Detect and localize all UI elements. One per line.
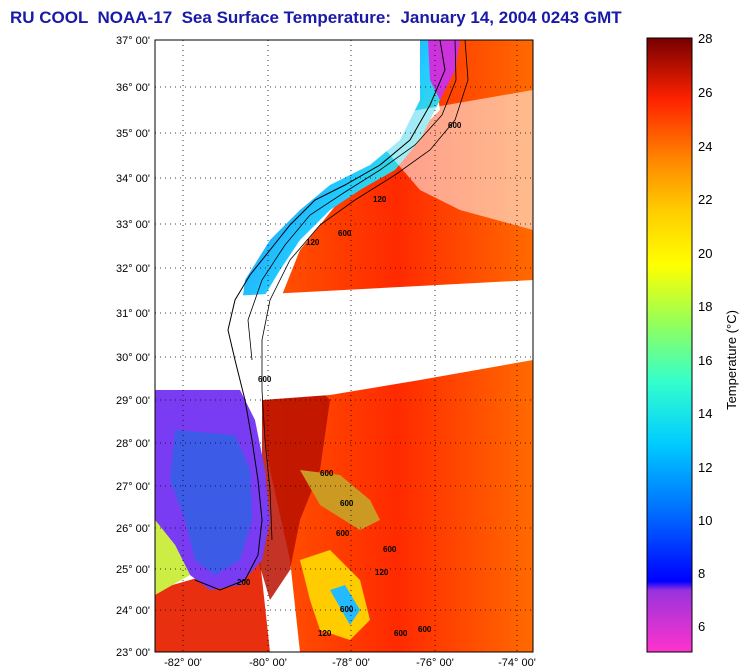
lat-tick-label: 32° 00' <box>116 263 150 275</box>
bahamas-shallow <box>330 585 360 625</box>
sst-image <box>155 40 533 652</box>
colorbar-ticks: 28 26 24 22 20 18 16 14 12 10 8 6 <box>698 31 712 634</box>
isobath-label: 120 <box>318 629 332 638</box>
isobath-label: 600 <box>418 625 432 634</box>
lat-tick-label: 29° 00' <box>116 395 150 407</box>
lon-tick-label: -76° 00' <box>416 657 454 669</box>
lat-tick-label: 27° 00' <box>116 481 150 493</box>
cloud-band <box>155 280 533 400</box>
isobath-label: 120 <box>375 568 389 577</box>
lon-tick-label: -80° 00' <box>249 657 287 669</box>
northern-clouds <box>360 90 533 230</box>
coastline <box>194 40 446 591</box>
isobath-label: 200 <box>237 578 251 587</box>
colorbar-tick-label: 14 <box>698 406 712 421</box>
map-title: RU COOL NOAA-17 Sea Surface Temperature:… <box>10 8 622 27</box>
graticule <box>155 40 533 652</box>
isobath-label: 120 <box>306 238 320 247</box>
lon-tick-label: -78° 00' <box>332 657 370 669</box>
colorbar <box>646 37 693 653</box>
isobath-label: 600 <box>340 605 354 614</box>
lat-tick-label: 34° 00' <box>116 173 150 185</box>
lat-tick-label: 30° 00' <box>116 352 150 364</box>
colorbar-tick-label: 10 <box>698 513 712 528</box>
isobath-label: 120 <box>373 195 387 204</box>
lat-tick-label: 23° 00' <box>116 647 150 659</box>
isobath-label: 600 <box>394 629 408 638</box>
lat-tick-label: 26° 00' <box>116 523 150 535</box>
colorbar-tick-label: 28 <box>698 31 712 46</box>
isobath-120 <box>247 40 457 361</box>
colorbar-tick-label: 6 <box>698 619 705 634</box>
lat-tick-label: 31° 00' <box>116 308 150 320</box>
lat-tick-label: 36° 00' <box>116 82 150 94</box>
lat-tick-label: 24° 00' <box>116 605 150 617</box>
lon-tick-label: -74° 00' <box>498 657 536 669</box>
lat-tick-label: 33° 00' <box>116 219 150 231</box>
colorbar-tick-label: 16 <box>698 353 712 368</box>
isobath-label: 600 <box>320 469 334 478</box>
map-frame <box>154 39 534 653</box>
bahamas-bank-north <box>300 470 380 530</box>
lat-tick-label: 28° 00' <box>116 438 150 450</box>
isobath-label: 600 <box>338 229 352 238</box>
isobath-label: 600 <box>336 529 350 538</box>
colorbar-tick-label: 26 <box>698 85 712 100</box>
isobath-label: 600 <box>383 545 397 554</box>
colorbar-tick-label: 12 <box>698 460 712 475</box>
lat-tick-label: 35° 00' <box>116 128 150 140</box>
isobath-label: 600 <box>340 499 354 508</box>
longitude-axis: -82° 00' -80° 00' -78° 00' -76° 00' -74°… <box>164 657 536 669</box>
latitude-axis: 37° 00' 36° 00' 35° 00' 34° 00' 33° 00' … <box>116 35 150 659</box>
colorbar-tick-label: 24 <box>698 139 712 154</box>
lat-tick-label: 37° 00' <box>116 35 150 47</box>
colorbar-tick-label: 8 <box>698 566 705 581</box>
colorbar-tick-label: 22 <box>698 192 712 207</box>
isobath-labels: 600 120 600 120 600 600 600 600 120 200 … <box>237 121 462 638</box>
isobath-600 <box>261 40 469 541</box>
colorbar-tick-label: 20 <box>698 246 712 261</box>
colorbar-label: Temperature (°C) <box>724 310 739 410</box>
gulf-stream-core <box>258 370 330 600</box>
lon-tick-label: -82° 00' <box>164 657 202 669</box>
isobath-label: 600 <box>448 121 462 130</box>
lat-tick-label: 25° 00' <box>116 564 150 576</box>
florida-interior <box>170 430 252 575</box>
shelf-cold-water <box>240 40 445 340</box>
isobath-label: 600 <box>258 375 272 384</box>
colorbar-tick-label: 18 <box>698 299 712 314</box>
northern-cold-patch <box>428 40 460 100</box>
gulf-coast-water <box>155 520 190 595</box>
